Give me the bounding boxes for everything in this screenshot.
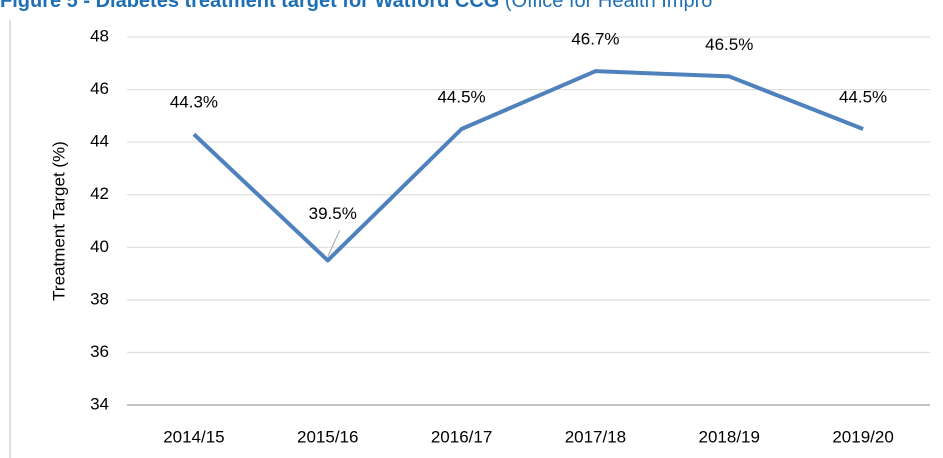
y-tick-label: 46	[90, 79, 109, 98]
y-tick-label: 42	[90, 184, 109, 203]
y-tick-label: 44	[90, 132, 109, 151]
label-leader	[327, 230, 341, 257]
data-label: 44.5%	[839, 87, 887, 106]
data-label: 39.5%	[309, 204, 357, 223]
chart-title: Figure 5 - Diabetes treatment target for…	[0, 0, 712, 12]
y-tick-label: 40	[90, 237, 109, 256]
data-label: 44.5%	[437, 87, 485, 106]
title-main: Figure 5 - Diabetes treatment target for…	[0, 0, 499, 12]
x-tick-label: 2019/20	[832, 427, 893, 446]
data-label: 46.7%	[571, 30, 619, 49]
x-tick-label: 2015/16	[297, 427, 358, 446]
x-tick-label: 2018/19	[699, 427, 760, 446]
y-tick-label: 34	[90, 394, 109, 413]
y-axis-label: Treatment Target (%)	[49, 141, 68, 301]
x-tick-label: 2014/15	[163, 427, 224, 446]
x-tick-label: 2016/17	[431, 427, 492, 446]
x-tick-label: 2017/18	[565, 427, 626, 446]
y-tick-label: 48	[90, 26, 109, 45]
title-source: (Office for Health Impro	[505, 0, 712, 12]
y-tick-label: 38	[90, 289, 109, 308]
line	[192, 69, 864, 263]
y-tick-label: 36	[90, 342, 109, 361]
data-label: 44.3%	[170, 93, 218, 112]
data-label: 46.5%	[705, 35, 753, 54]
